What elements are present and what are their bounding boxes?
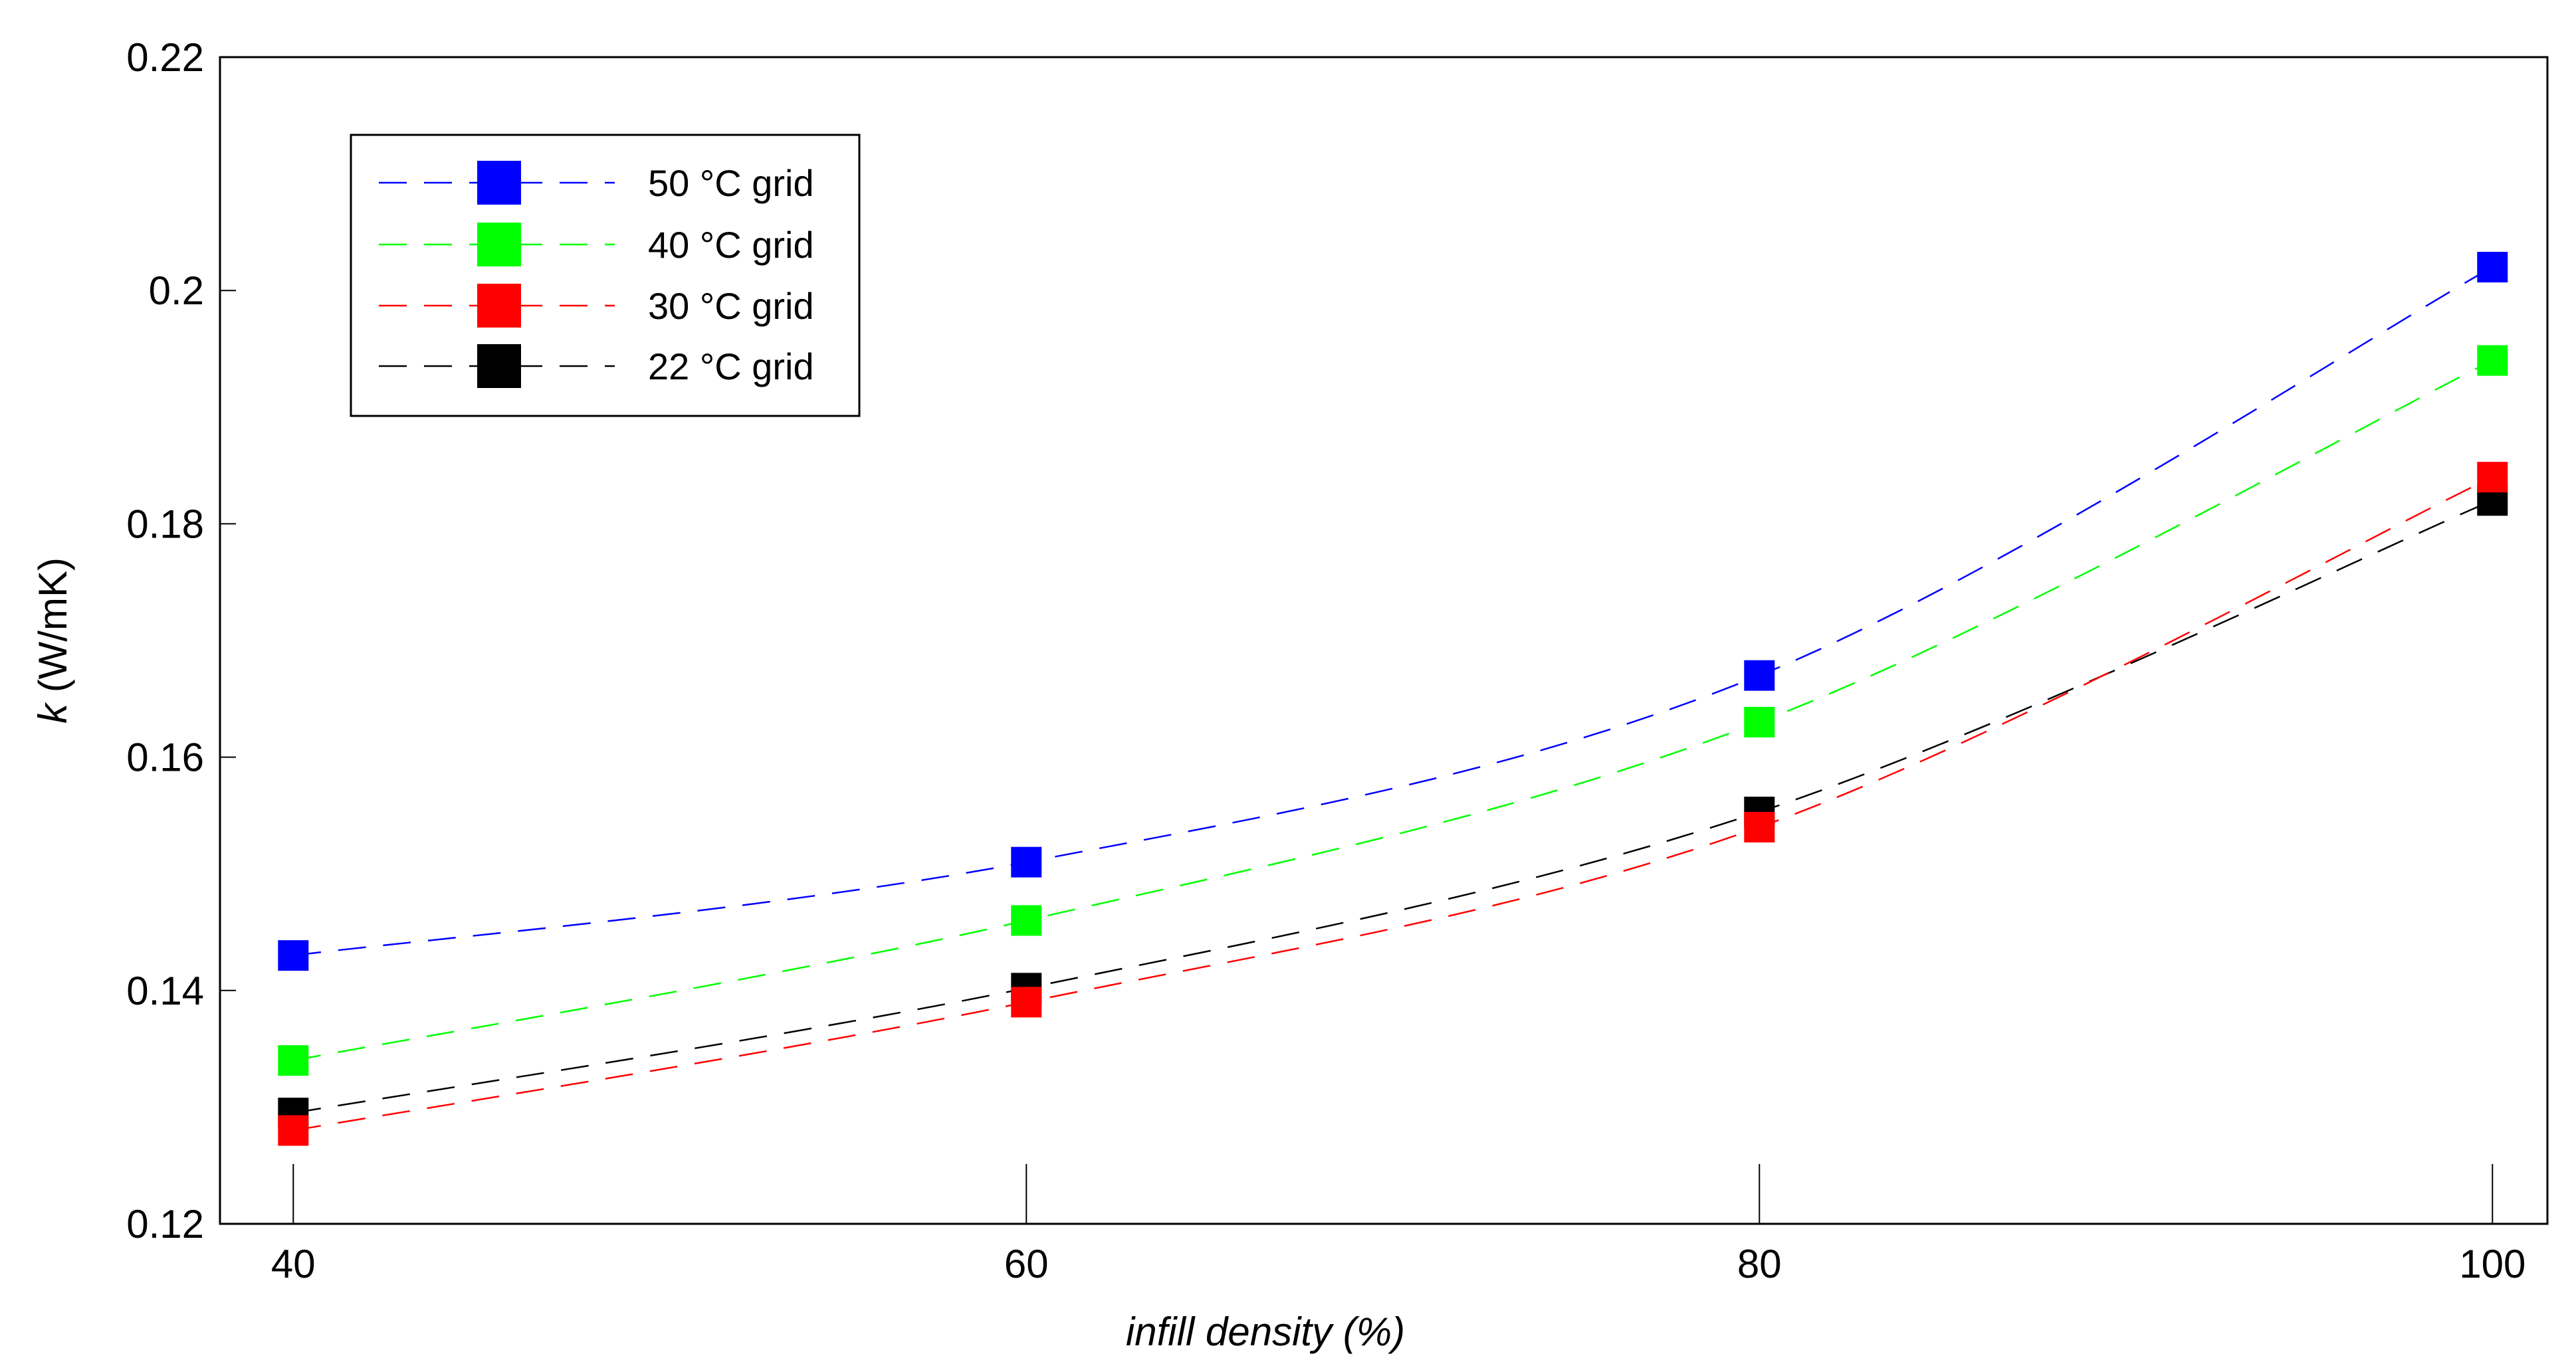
data-point — [278, 940, 309, 971]
series-line — [293, 500, 2493, 1114]
y-tick-label: 0.14 — [126, 969, 204, 1013]
data-point — [1011, 987, 1042, 1018]
plot-frame — [219, 56, 2549, 1225]
data-point — [278, 1045, 309, 1076]
legend-label: 40 °C grid — [648, 224, 814, 266]
series-line — [293, 476, 2493, 1131]
legend-marker — [477, 161, 521, 205]
data-point — [2477, 462, 2508, 493]
data-point — [1744, 706, 1775, 737]
data-point — [2477, 345, 2508, 376]
data-point — [278, 1115, 309, 1146]
data-point — [1011, 905, 1042, 936]
y-axis-label-variable: k — [31, 702, 75, 724]
y-tick-label: 0.2 — [149, 268, 204, 313]
axis-layer: 0.12 0.14 0.16 0.18 0.2 0.22 40 60 80 100 — [126, 35, 2525, 1286]
data-point — [1744, 811, 1775, 842]
x-axis-label: infill density (%) — [1126, 1310, 1405, 1354]
legend-box — [350, 134, 861, 417]
legend-item: 50 °C grid — [379, 161, 814, 205]
legend-marker — [477, 223, 521, 266]
x-tick-label: 100 — [2459, 1242, 2525, 1286]
y-tick-label: 0.22 — [126, 35, 204, 80]
series-line — [293, 359, 2493, 1062]
data-point — [1744, 660, 1775, 691]
series-40c — [278, 345, 2508, 1076]
legend-label: 22 °C grid — [648, 345, 814, 387]
legend-label: 50 °C grid — [648, 162, 814, 204]
legend-item: 40 °C grid — [379, 223, 814, 266]
data-point — [2477, 252, 2508, 283]
data-point — [1011, 846, 1042, 878]
legend-item: 30 °C grid — [379, 284, 814, 328]
series-layer — [278, 252, 2508, 1146]
legend-items: 50 °C grid 40 °C grid 30 °C grid 22 °C grid — [379, 161, 814, 388]
legend-marker — [477, 344, 521, 388]
legend: 50 °C grid 40 °C grid 30 °C grid 22 °C grid — [350, 134, 861, 417]
x-tick-label: 60 — [1004, 1242, 1049, 1286]
x-tick-label: 80 — [1737, 1242, 1782, 1286]
series-30c — [278, 462, 2508, 1146]
y-tick-label: 0.16 — [126, 735, 204, 780]
y-tick-label: 0.12 — [126, 1202, 204, 1246]
series-line — [293, 266, 2493, 957]
legend-item: 22 °C grid — [379, 344, 814, 388]
y-axis-label-unit: (W/mK) — [31, 557, 75, 704]
y-tick-label: 0.18 — [126, 502, 204, 546]
legend-label: 30 °C grid — [648, 285, 814, 327]
y-axis-label: k (W/mK) — [31, 557, 75, 724]
series-22c — [278, 485, 2508, 1129]
series-50c — [278, 252, 2508, 971]
legend-marker — [477, 284, 521, 328]
x-tick-label: 40 — [271, 1242, 316, 1286]
